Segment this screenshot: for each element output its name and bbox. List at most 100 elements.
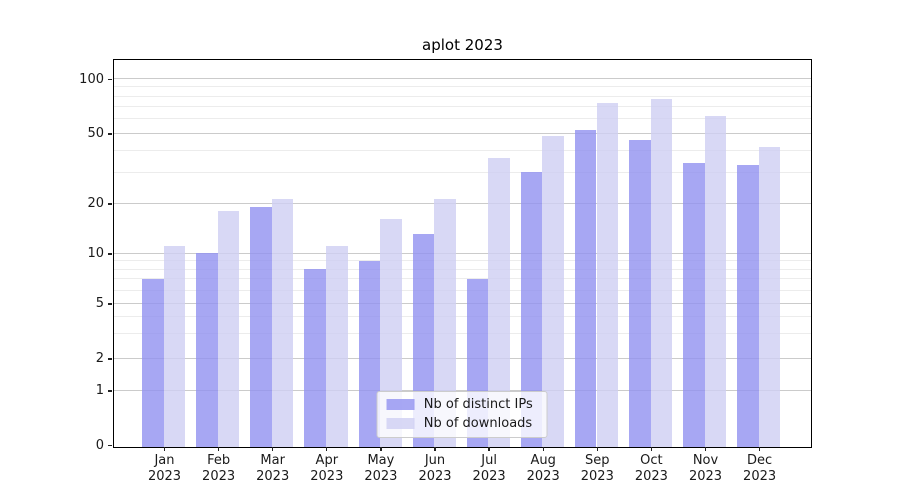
x-tick-month: Aug: [530, 452, 556, 468]
bar-downloads-jan: [163, 246, 186, 447]
y-tick-mark: [108, 358, 113, 360]
x-tick-label-apr: Apr 2023: [297, 453, 357, 486]
x-tick-year: 2023: [580, 469, 614, 485]
x-tick-month: Sep: [585, 452, 610, 468]
x-tick-year: 2023: [418, 469, 452, 485]
y-tick-mark: [108, 203, 113, 205]
x-tick-year: 2023: [634, 469, 668, 485]
legend-item-downloads: Nb of downloads: [386, 415, 537, 431]
x-tick-mark: [704, 447, 707, 452]
x-tick-label-oct: Oct 2023: [621, 453, 681, 486]
x-tick-month: May: [367, 452, 395, 468]
x-tick-label-nov: Nov 2023: [676, 453, 736, 486]
x-tick-mark: [272, 447, 274, 452]
y-tick-label: 5: [95, 296, 104, 311]
x-tick-label-mar: Mar 2023: [243, 453, 303, 486]
x-tick-label-jan: Jan 2023: [135, 453, 195, 486]
minor-gridline: [113, 289, 811, 291]
bar-downloads-aug: [542, 136, 564, 447]
x-tick-mark: [380, 447, 382, 452]
bar-distinct-ips-aug: [520, 172, 543, 447]
y-tick-label: 1: [95, 383, 104, 398]
x-tick-month: Mar: [260, 452, 285, 468]
major-gridline: [113, 302, 811, 304]
bar-downloads-jun: [434, 199, 456, 447]
minor-gridline: [113, 118, 811, 120]
x-tick-mark: [488, 447, 490, 452]
y-tick-label: 2: [95, 351, 104, 366]
x-tick-month: Jun: [424, 452, 446, 468]
bar-distinct-ips-jan: [142, 278, 164, 447]
major-gridline: [113, 202, 811, 204]
x-tick-month: Apr: [315, 452, 339, 468]
legend-swatch-distinct-ips: [386, 398, 415, 410]
x-tick-mark: [650, 447, 653, 452]
x-tick-month: Nov: [692, 452, 719, 468]
bar-distinct-ips-feb: [196, 253, 218, 447]
y-tick-mark: [108, 133, 113, 135]
major-gridline: [113, 132, 811, 134]
x-tick-year: 2023: [472, 469, 506, 485]
x-tick-mark: [163, 447, 166, 452]
bar-distinct-ips-may: [358, 260, 381, 447]
minor-gridline: [113, 106, 811, 108]
bar-downloads-may: [380, 219, 402, 447]
x-tick-month: Feb: [207, 452, 231, 468]
x-tick-month: Jul: [481, 452, 497, 468]
x-tick-label-sep: Sep 2023: [567, 453, 627, 486]
y-tick-mark: [108, 253, 113, 255]
bar-distinct-ips-mar: [250, 206, 272, 447]
y-tick-label: 0: [95, 437, 104, 453]
x-tick-mark: [434, 447, 436, 452]
legend-label-downloads: Nb of downloads: [423, 415, 533, 431]
major-gridline: [113, 389, 811, 391]
y-tick-mark: [108, 303, 113, 305]
bar-distinct-ips-oct: [629, 139, 651, 447]
x-tick-mark: [542, 447, 544, 452]
x-tick-month: Oct: [640, 452, 663, 468]
x-tick-label-aug: Aug 2023: [513, 453, 573, 486]
x-tick-year: 2023: [526, 469, 560, 485]
x-tick-year: 2023: [743, 469, 777, 485]
y-tick-label: 50: [87, 126, 104, 141]
x-tick-month: Dec: [747, 452, 773, 468]
x-tick-mark: [758, 447, 761, 452]
minor-gridline: [113, 86, 811, 88]
x-tick-label-jun: Jun 2023: [405, 453, 465, 486]
x-tick-mark: [596, 447, 598, 452]
bar-downloads-sep: [596, 103, 619, 447]
x-tick-label-dec: Dec 2023: [730, 453, 790, 486]
x-tick-year: 2023: [256, 469, 290, 485]
legend-swatch-downloads: [386, 417, 415, 429]
y-tick-label: 10: [87, 246, 104, 261]
bar-distinct-ips-nov: [683, 162, 705, 447]
x-tick-year: 2023: [364, 469, 398, 485]
x-tick-month: Jan: [154, 452, 175, 468]
bar-downloads-apr: [326, 246, 348, 447]
plot-area: Nb of distinct IPs Nb of downloads: [112, 58, 812, 448]
y-tick-mark: [108, 78, 113, 81]
major-gridline: [113, 78, 811, 80]
x-tick-year: 2023: [310, 469, 344, 485]
bar-distinct-ips-apr: [304, 269, 326, 447]
bar-downloads-oct: [650, 99, 673, 447]
y-tick-mark: [108, 444, 113, 447]
minor-gridline: [113, 171, 811, 173]
bar-distinct-ips-sep: [574, 130, 597, 447]
bar-downloads-feb: [217, 210, 240, 447]
x-tick-mark: [217, 447, 220, 452]
legend-item-distinct-ips: Nb of distinct IPs: [386, 396, 537, 412]
bar-downloads-nov: [704, 116, 727, 447]
legend-label-distinct-ips: Nb of distinct IPs: [423, 396, 533, 412]
bar-downloads-dec: [758, 146, 781, 447]
bar-distinct-ips-dec: [737, 164, 759, 447]
x-tick-label-feb: Feb 2023: [189, 453, 249, 486]
plot-inner: [113, 60, 811, 447]
minor-gridline: [113, 95, 811, 97]
bar-downloads-mar: [271, 199, 294, 447]
y-tick-label: 20: [87, 196, 104, 211]
minor-gridline: [113, 316, 811, 318]
x-tick-year: 2023: [147, 469, 182, 485]
x-tick-year: 2023: [202, 469, 236, 485]
